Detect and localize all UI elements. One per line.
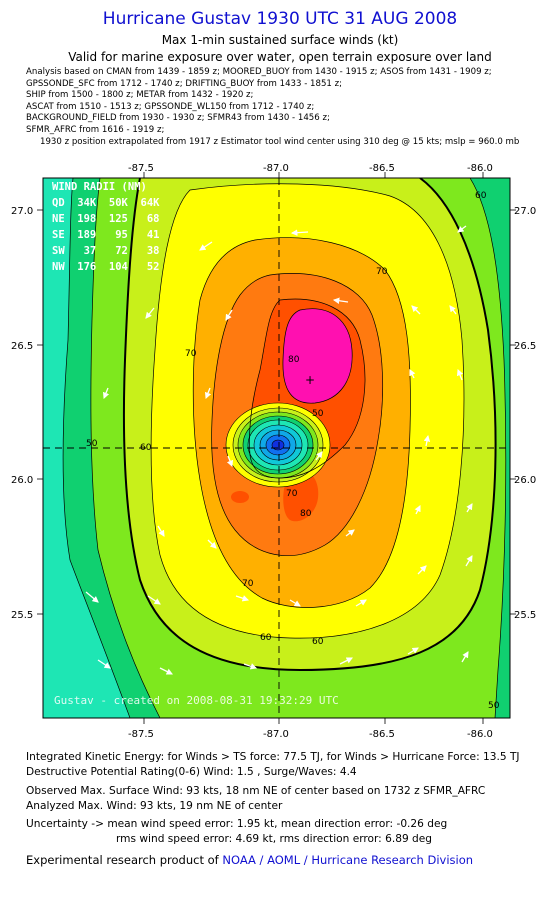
source-line: Analysis based on CMAN from 1439 - 1859 …: [26, 67, 492, 77]
lon-tick-label: -87.0: [263, 163, 289, 174]
lon-tick-label: -86.5: [369, 163, 395, 174]
contour-label: 70: [185, 349, 197, 359]
eye-contours: [225, 402, 331, 488]
lat-tick-label: 26.5: [514, 341, 536, 352]
source-line: GPSSONDE_SFC from 1712 - 1740 z; DRIFTIN…: [26, 79, 343, 89]
uncertainty-line-1: Uncertainty -> mean wind speed error: 1.…: [26, 818, 448, 830]
source-line: SHIP from 1500 - 1800 z; METAR from 1432…: [26, 90, 254, 100]
contour-label: 60: [475, 191, 487, 201]
subtitle-2: Valid for marine exposure over water, op…: [68, 50, 492, 64]
lon-tick-label: -86.0: [467, 163, 493, 174]
wind-radii-row: NE 198 125 68: [52, 213, 159, 225]
map-credit: Gustav - created on 2008-08-31 19:32:29 …: [54, 694, 339, 707]
wind-radii-table: WIND RADII (NM) QD 34K 50K 64K NE 198 12…: [52, 181, 160, 273]
product-credit-prefix: Experimental research product of: [26, 853, 223, 867]
lat-tick-label: 27.0: [11, 206, 33, 217]
lat-tick-label: 26.0: [514, 475, 536, 486]
contour-label: 70: [376, 267, 388, 277]
lat-tick-label: 26.5: [11, 341, 33, 352]
lon-tick-label: -87.5: [128, 163, 154, 174]
lon-tick-label: -86.0: [467, 729, 493, 740]
eye-center: [272, 440, 284, 450]
lon-tick-label: -87.5: [128, 729, 154, 740]
analyzed-max-line: Analyzed Max. Wind: 93 kts, 19 nm NE of …: [26, 800, 283, 812]
lat-tick-label: 25.5: [11, 610, 33, 621]
observed-max-line: Observed Max. Surface Wind: 93 kts, 18 n…: [26, 785, 486, 797]
contour-label: 70: [286, 489, 298, 499]
contour-label: 50: [312, 409, 324, 419]
lon-tick-label: -86.5: [369, 729, 395, 740]
contour-label: 60: [140, 443, 152, 453]
contour-label: 70: [242, 579, 254, 589]
contour-label: 50: [488, 701, 500, 711]
contour-lines: [62, 178, 507, 718]
wind-radii-columns: QD 34K 50K 64K: [52, 197, 160, 209]
wind-radii-row: NW 176 104 52: [52, 261, 159, 273]
map-frame: [42, 177, 511, 719]
subtitle-1: Max 1-min sustained surface winds (kt): [161, 33, 399, 47]
dpr-line: Destructive Potential Rating(0-6) Wind: …: [26, 766, 357, 778]
contour-64kt-bold: [122, 178, 497, 672]
wind-vectors: [85, 225, 473, 675]
source-line: ASCAT from 1510 - 1513 z; GPSSONDE_WL150…: [26, 102, 315, 112]
chart-title: Hurricane Gustav 1930 UTC 31 AUG 2008: [102, 9, 458, 29]
lat-tick-label: 26.0: [11, 475, 33, 486]
lat-tick-label: 27.0: [514, 206, 536, 217]
wind-radii-row: SW 37 72 38: [52, 245, 159, 257]
hrd-link[interactable]: NOAA / AOML / Hurricane Research Divisio…: [222, 853, 474, 867]
lat-tick-label: 25.5: [514, 610, 536, 621]
contour-label: 50: [86, 439, 98, 449]
lon-tick-label: -87.0: [263, 729, 289, 740]
source-line: BACKGROUND_FIELD from 1930 - 1930 z; SFM…: [26, 113, 330, 123]
axis-ticks: [37, 172, 516, 724]
band-80kt-west: [231, 491, 249, 503]
contour-label: 60: [312, 637, 324, 647]
wind-field: [43, 178, 510, 718]
wind-radii-header: WIND RADII (NM): [52, 181, 147, 193]
product-credit: Experimental research product of NOAA / …: [26, 853, 473, 867]
contour-label: 80: [300, 509, 312, 519]
position-note: 1930 z position extrapolated from 1917 z…: [40, 137, 520, 147]
max-wind-marker: +: [305, 373, 315, 387]
band-90kt: [282, 308, 353, 404]
contour-label: 60: [260, 633, 272, 643]
wind-analysis-map: + 70 70 60 60 60 50 50 70 80 80 60 50 70: [11, 163, 536, 740]
contour-label: 80: [288, 355, 300, 365]
source-line: SFMR_AFRC from 1616 - 1919 z;: [26, 125, 165, 135]
uncertainty-line-2: rms wind speed error: 4.69 kt, rms direc…: [116, 833, 433, 845]
wind-radii-row: SE 189 95 41: [52, 229, 159, 241]
ike-line: Integrated Kinetic Energy: for Winds > T…: [26, 751, 520, 763]
